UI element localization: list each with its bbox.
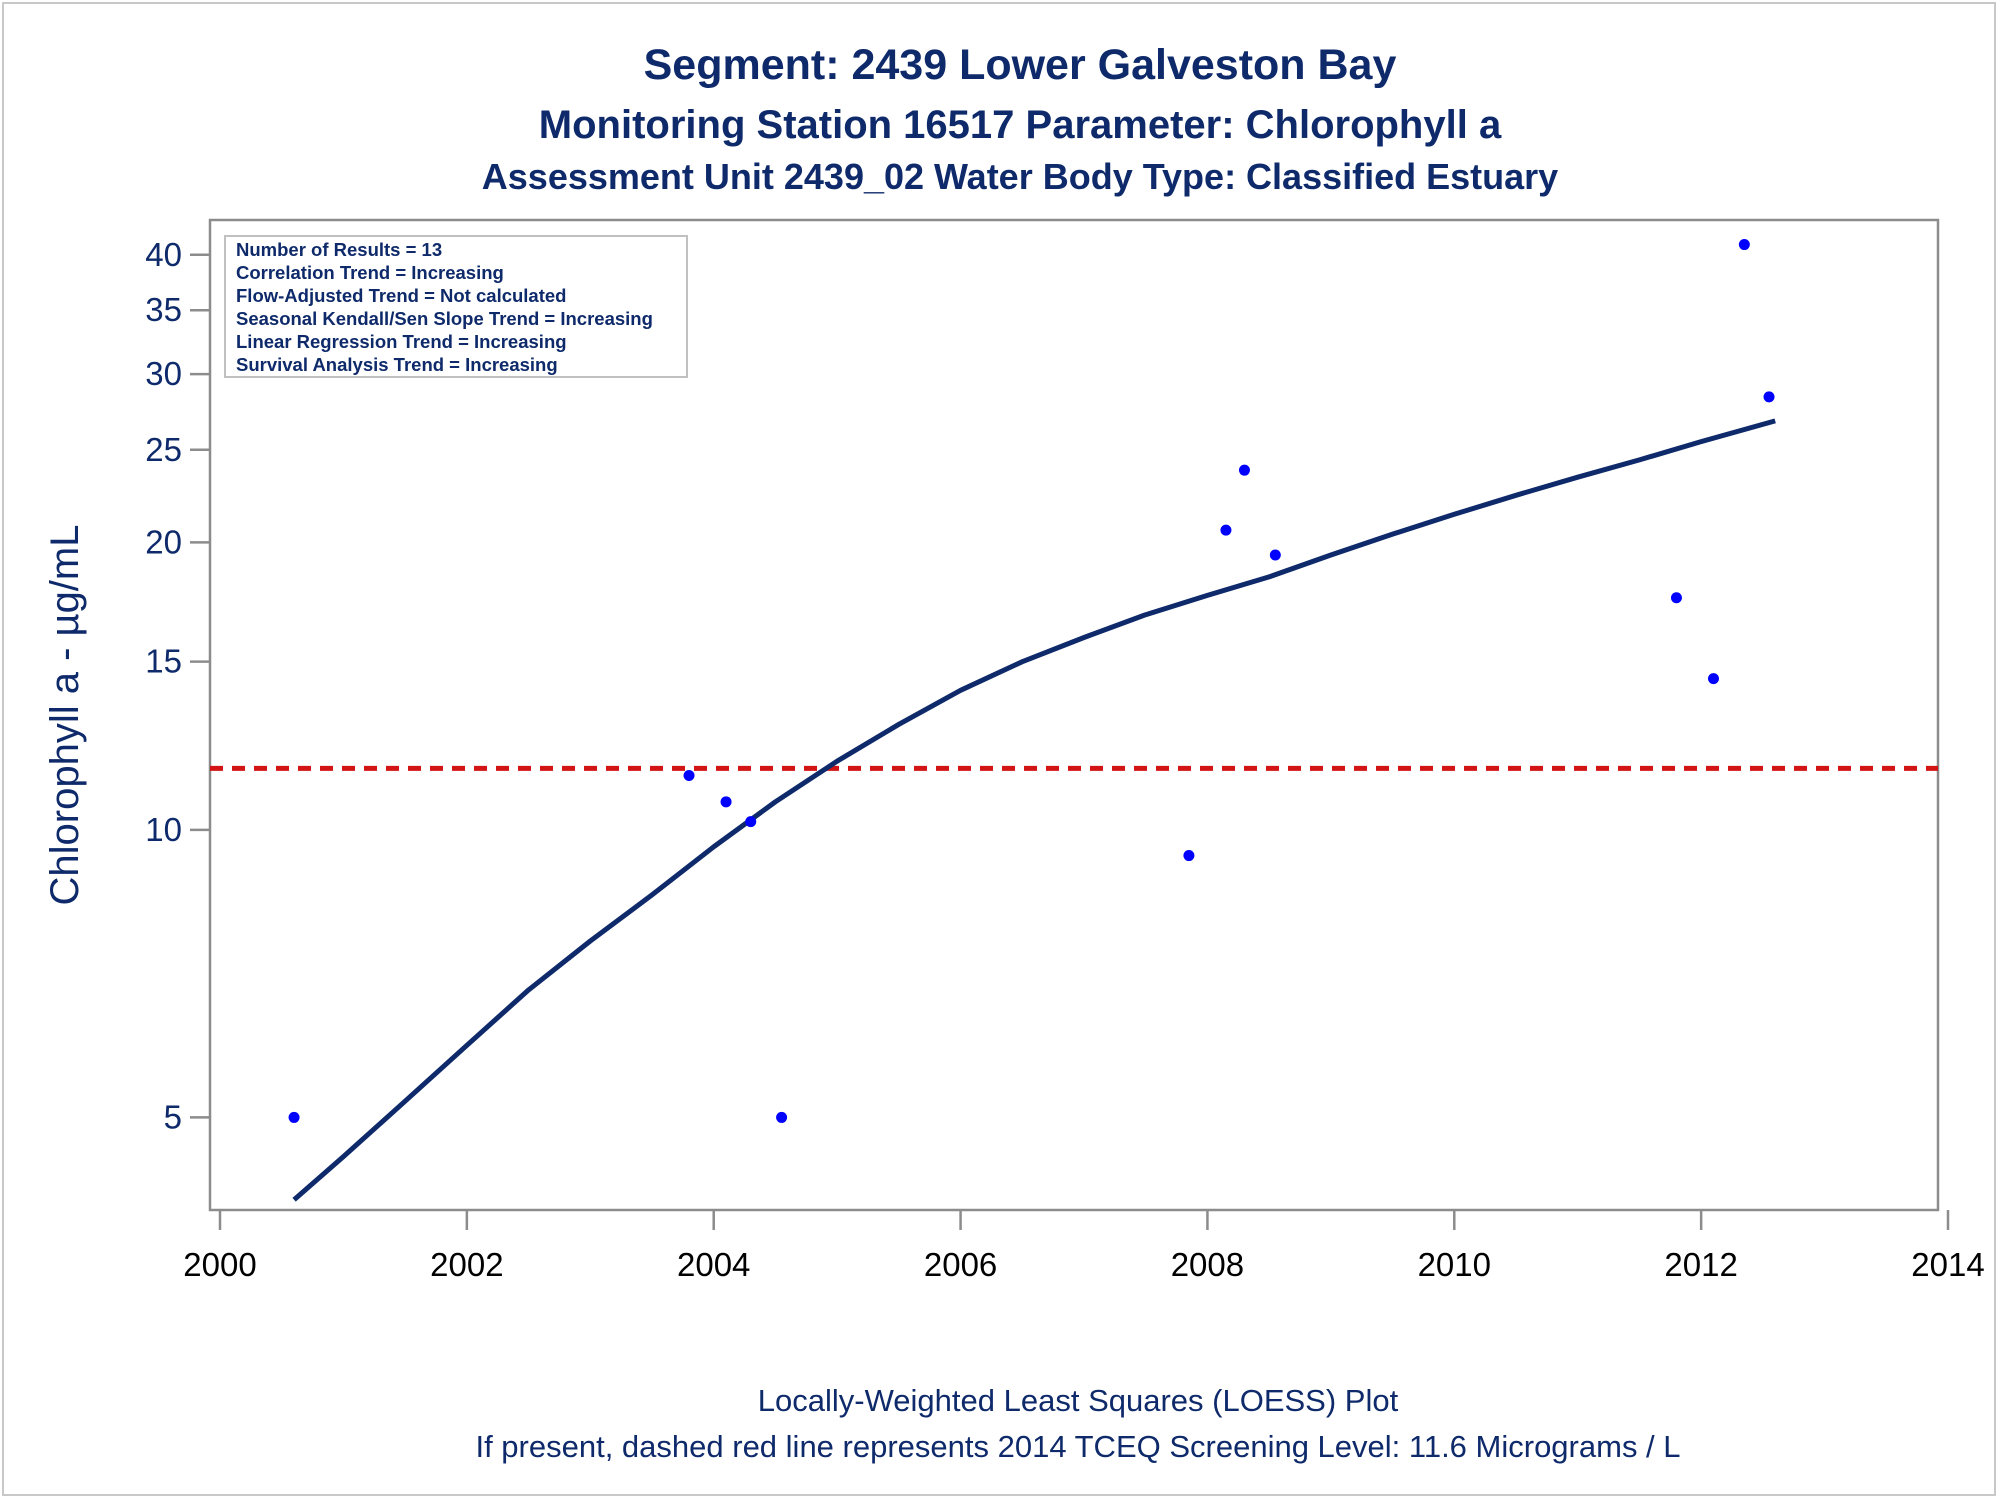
stats-line-linear-regression: Linear Regression Trend = Increasing: [236, 331, 567, 352]
stats-line-survival: Survival Analysis Trend = Increasing: [236, 354, 558, 375]
stats-box: [224, 235, 688, 378]
y-tick-label: 10: [145, 811, 182, 848]
chart-subtitle-2: Assessment Unit 2439_02 Water Body Type:…: [482, 156, 1558, 197]
data-point: [776, 1111, 788, 1123]
data-point: [1238, 464, 1250, 476]
chart-title: Segment: 2439 Lower Galveston Bay: [644, 41, 1397, 89]
y-tick-label: 15: [145, 643, 182, 680]
data-point: [288, 1111, 300, 1123]
data-points: [288, 239, 1775, 1123]
loess-group: [292, 418, 1776, 1202]
data-point: [1269, 549, 1281, 561]
x-tick-label: 2006: [924, 1246, 997, 1283]
x-tick-label: 2000: [183, 1246, 256, 1283]
data-point: [1220, 524, 1232, 536]
data-point: [1707, 673, 1719, 685]
y-axis-label: Chlorophyll a - µg/mL: [43, 525, 87, 906]
data-point: [1738, 239, 1750, 251]
data-point: [1763, 391, 1775, 403]
x-tick-label: 2004: [677, 1246, 750, 1283]
loess-curve: [292, 418, 1776, 1202]
chart-subtitle: Monitoring Station 16517 Parameter: Chlo…: [539, 103, 1502, 147]
data-point: [720, 796, 732, 808]
stats-line-seasonal-kendall: Seasonal Kendall/Sen Slope Trend = Incre…: [236, 308, 653, 329]
plot-area: [208, 218, 1940, 1212]
x-axis: 2000 2002 2004 2006 2008 2010 2012 2014: [183, 1210, 1985, 1283]
footnote-loess: Locally-Weighted Least Squares (LOESS) P…: [758, 1383, 1399, 1418]
footnote-screening: If present, dashed red line represents 2…: [475, 1429, 1680, 1464]
data-point: [1183, 850, 1195, 862]
data-point: [683, 770, 695, 782]
stats-line-results: Number of Results = 13: [236, 239, 442, 260]
stats-line-correlation: Correlation Trend = Increasing: [236, 262, 504, 283]
y-tick-label: 5: [164, 1098, 182, 1135]
y-tick-label: 30: [145, 355, 182, 392]
x-tick-label: 2008: [1171, 1246, 1244, 1283]
y-tick-label: 40: [145, 236, 182, 273]
x-tick-label: 2012: [1664, 1246, 1737, 1283]
y-tick-label: 35: [145, 291, 182, 328]
data-point: [1670, 592, 1682, 604]
y-axis: 5 10 15 20 25 30 35 40: [145, 236, 210, 1135]
x-tick-label: 2010: [1418, 1246, 1491, 1283]
x-tick-label: 2014: [1911, 1246, 1984, 1283]
x-tick-label: 2002: [430, 1246, 503, 1283]
y-tick-label: 25: [145, 431, 182, 468]
stats-line-flow-adjusted: Flow-Adjusted Trend = Not calculated: [236, 285, 566, 306]
data-point: [745, 816, 757, 828]
y-tick-label: 20: [145, 523, 182, 560]
